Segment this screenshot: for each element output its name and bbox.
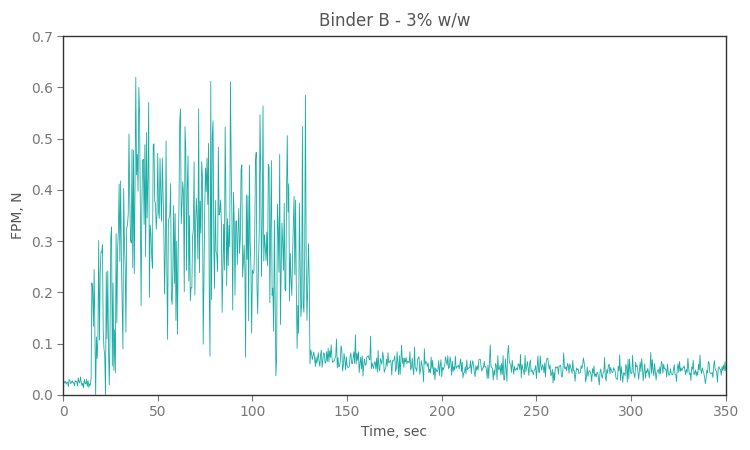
Title: Binder B - 3% w/w: Binder B - 3% w/w [319, 11, 470, 29]
X-axis label: Time, sec: Time, sec [362, 425, 428, 439]
Y-axis label: FPM, N: FPM, N [11, 192, 25, 239]
